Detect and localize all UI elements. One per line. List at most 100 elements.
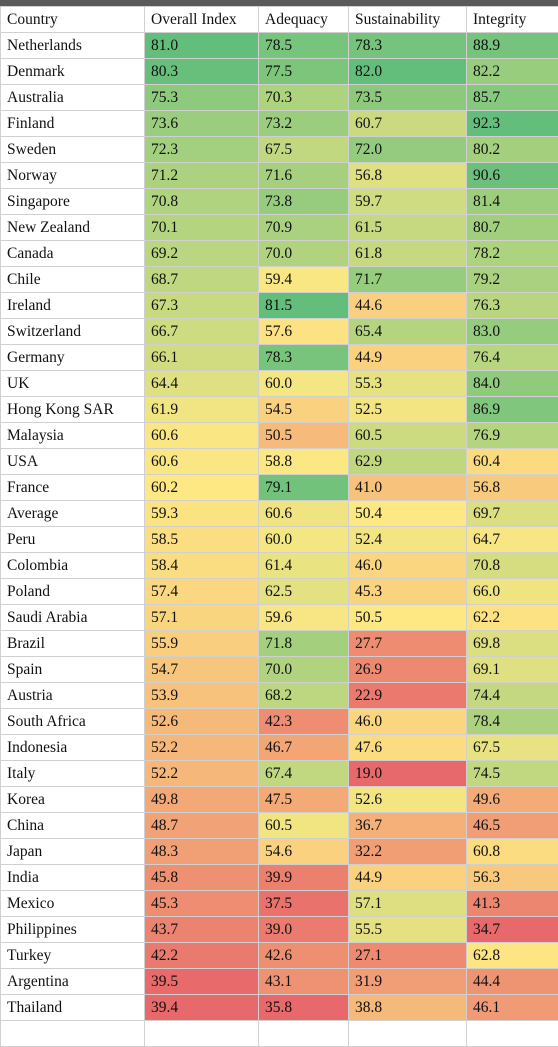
cell-adequacy[interactable]: 77.5: [259, 59, 349, 85]
cell-overall-index[interactable]: 45.8: [145, 865, 259, 891]
cell-integrity[interactable]: 64.7: [467, 527, 558, 553]
cell-country[interactable]: Malaysia: [1, 423, 145, 449]
cell-sustainability[interactable]: 60.5: [349, 423, 467, 449]
cell-country[interactable]: Australia: [1, 85, 145, 111]
cell-adequacy[interactable]: 35.8: [259, 995, 349, 1021]
empty-cell[interactable]: [1, 1021, 145, 1047]
cell-sustainability[interactable]: 65.4: [349, 319, 467, 345]
cell-sustainability[interactable]: 61.5: [349, 215, 467, 241]
cell-overall-index[interactable]: 61.9: [145, 397, 259, 423]
header-adequacy[interactable]: Adequacy: [259, 7, 349, 33]
cell-adequacy[interactable]: 59.4: [259, 267, 349, 293]
cell-sustainability[interactable]: 27.1: [349, 943, 467, 969]
cell-overall-index[interactable]: 49.8: [145, 787, 259, 813]
cell-adequacy[interactable]: 60.0: [259, 527, 349, 553]
cell-integrity[interactable]: 85.7: [467, 85, 558, 111]
cell-overall-index[interactable]: 60.2: [145, 475, 259, 501]
cell-sustainability[interactable]: 71.7: [349, 267, 467, 293]
cell-integrity[interactable]: 34.7: [467, 917, 558, 943]
cell-integrity[interactable]: 62.2: [467, 605, 558, 631]
cell-adequacy[interactable]: 37.5: [259, 891, 349, 917]
cell-country[interactable]: Switzerland: [1, 319, 145, 345]
header-integrity[interactable]: Integrity: [467, 7, 558, 33]
cell-overall-index[interactable]: 52.6: [145, 709, 259, 735]
cell-integrity[interactable]: 56.8: [467, 475, 558, 501]
cell-integrity[interactable]: 83.0: [467, 319, 558, 345]
cell-country[interactable]: Japan: [1, 839, 145, 865]
cell-adequacy[interactable]: 54.5: [259, 397, 349, 423]
cell-adequacy[interactable]: 61.4: [259, 553, 349, 579]
cell-integrity[interactable]: 79.2: [467, 267, 558, 293]
cell-integrity[interactable]: 70.8: [467, 553, 558, 579]
cell-overall-index[interactable]: 69.2: [145, 241, 259, 267]
cell-sustainability[interactable]: 36.7: [349, 813, 467, 839]
cell-adequacy[interactable]: 42.3: [259, 709, 349, 735]
cell-adequacy[interactable]: 46.7: [259, 735, 349, 761]
cell-adequacy[interactable]: 78.5: [259, 33, 349, 59]
cell-adequacy[interactable]: 68.2: [259, 683, 349, 709]
cell-sustainability[interactable]: 61.8: [349, 241, 467, 267]
cell-sustainability[interactable]: 44.6: [349, 293, 467, 319]
cell-country[interactable]: Netherlands: [1, 33, 145, 59]
cell-adequacy[interactable]: 57.6: [259, 319, 349, 345]
cell-overall-index[interactable]: 52.2: [145, 761, 259, 787]
cell-country[interactable]: Canada: [1, 241, 145, 267]
empty-cell[interactable]: [259, 1021, 349, 1047]
cell-integrity[interactable]: 69.1: [467, 657, 558, 683]
cell-country[interactable]: Brazil: [1, 631, 145, 657]
cell-sustainability[interactable]: 60.7: [349, 111, 467, 137]
cell-country[interactable]: Philippines: [1, 917, 145, 943]
cell-overall-index[interactable]: 67.3: [145, 293, 259, 319]
cell-integrity[interactable]: 66.0: [467, 579, 558, 605]
cell-integrity[interactable]: 80.7: [467, 215, 558, 241]
cell-adequacy[interactable]: 73.8: [259, 189, 349, 215]
cell-overall-index[interactable]: 73.6: [145, 111, 259, 137]
cell-adequacy[interactable]: 54.6: [259, 839, 349, 865]
cell-adequacy[interactable]: 60.0: [259, 371, 349, 397]
cell-sustainability[interactable]: 47.6: [349, 735, 467, 761]
header-sustainability[interactable]: Sustainability: [349, 7, 467, 33]
empty-cell[interactable]: [349, 1021, 467, 1047]
cell-integrity[interactable]: 74.5: [467, 761, 558, 787]
cell-adequacy[interactable]: 71.8: [259, 631, 349, 657]
cell-adequacy[interactable]: 59.6: [259, 605, 349, 631]
cell-country[interactable]: Sweden: [1, 137, 145, 163]
cell-overall-index[interactable]: 42.2: [145, 943, 259, 969]
cell-sustainability[interactable]: 55.5: [349, 917, 467, 943]
cell-sustainability[interactable]: 45.3: [349, 579, 467, 605]
cell-overall-index[interactable]: 43.7: [145, 917, 259, 943]
cell-integrity[interactable]: 80.2: [467, 137, 558, 163]
cell-overall-index[interactable]: 39.5: [145, 969, 259, 995]
cell-adequacy[interactable]: 47.5: [259, 787, 349, 813]
cell-integrity[interactable]: 88.9: [467, 33, 558, 59]
cell-overall-index[interactable]: 58.4: [145, 553, 259, 579]
cell-adequacy[interactable]: 60.5: [259, 813, 349, 839]
cell-country[interactable]: Korea: [1, 787, 145, 813]
cell-country[interactable]: USA: [1, 449, 145, 475]
cell-country[interactable]: France: [1, 475, 145, 501]
cell-integrity[interactable]: 67.5: [467, 735, 558, 761]
cell-sustainability[interactable]: 52.4: [349, 527, 467, 553]
cell-integrity[interactable]: 41.3: [467, 891, 558, 917]
cell-sustainability[interactable]: 56.8: [349, 163, 467, 189]
empty-cell[interactable]: [145, 1021, 259, 1047]
cell-integrity[interactable]: 46.1: [467, 995, 558, 1021]
cell-country[interactable]: Spain: [1, 657, 145, 683]
cell-sustainability[interactable]: 44.9: [349, 865, 467, 891]
cell-integrity[interactable]: 44.4: [467, 969, 558, 995]
cell-sustainability[interactable]: 78.3: [349, 33, 467, 59]
cell-country[interactable]: Argentina: [1, 969, 145, 995]
cell-sustainability[interactable]: 52.6: [349, 787, 467, 813]
cell-sustainability[interactable]: 46.0: [349, 709, 467, 735]
cell-sustainability[interactable]: 44.9: [349, 345, 467, 371]
cell-sustainability[interactable]: 27.7: [349, 631, 467, 657]
cell-integrity[interactable]: 60.8: [467, 839, 558, 865]
cell-country[interactable]: Finland: [1, 111, 145, 137]
cell-overall-index[interactable]: 55.9: [145, 631, 259, 657]
cell-sustainability[interactable]: 50.5: [349, 605, 467, 631]
cell-adequacy[interactable]: 67.4: [259, 761, 349, 787]
cell-country[interactable]: New Zealand: [1, 215, 145, 241]
cell-overall-index[interactable]: 75.3: [145, 85, 259, 111]
cell-country[interactable]: UK: [1, 371, 145, 397]
cell-overall-index[interactable]: 66.7: [145, 319, 259, 345]
